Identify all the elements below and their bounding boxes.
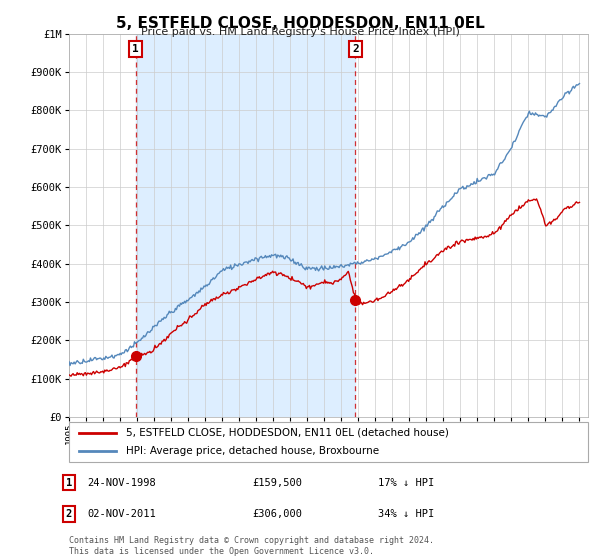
Text: HPI: Average price, detached house, Broxbourne: HPI: Average price, detached house, Brox…	[126, 446, 379, 456]
Text: Price paid vs. HM Land Registry's House Price Index (HPI): Price paid vs. HM Land Registry's House …	[140, 27, 460, 37]
Text: £306,000: £306,000	[252, 509, 302, 519]
Text: 1: 1	[132, 44, 139, 54]
Text: 2: 2	[352, 44, 359, 54]
Bar	[136, 34, 355, 417]
Text: £159,500: £159,500	[252, 478, 302, 488]
Text: 5, ESTFELD CLOSE, HODDESDON, EN11 0EL (detached house): 5, ESTFELD CLOSE, HODDESDON, EN11 0EL (d…	[126, 428, 449, 438]
Text: 17% ↓ HPI: 17% ↓ HPI	[378, 478, 434, 488]
Text: 34% ↓ HPI: 34% ↓ HPI	[378, 509, 434, 519]
Text: 02-NOV-2011: 02-NOV-2011	[87, 509, 156, 519]
Text: 5, ESTFELD CLOSE, HODDESDON, EN11 0EL: 5, ESTFELD CLOSE, HODDESDON, EN11 0EL	[116, 16, 484, 31]
FancyBboxPatch shape	[69, 422, 588, 462]
Text: 24-NOV-1998: 24-NOV-1998	[87, 478, 156, 488]
Text: Contains HM Land Registry data © Crown copyright and database right 2024.
This d: Contains HM Land Registry data © Crown c…	[69, 536, 434, 556]
Text: 1: 1	[66, 478, 72, 488]
Text: 2: 2	[66, 509, 72, 519]
